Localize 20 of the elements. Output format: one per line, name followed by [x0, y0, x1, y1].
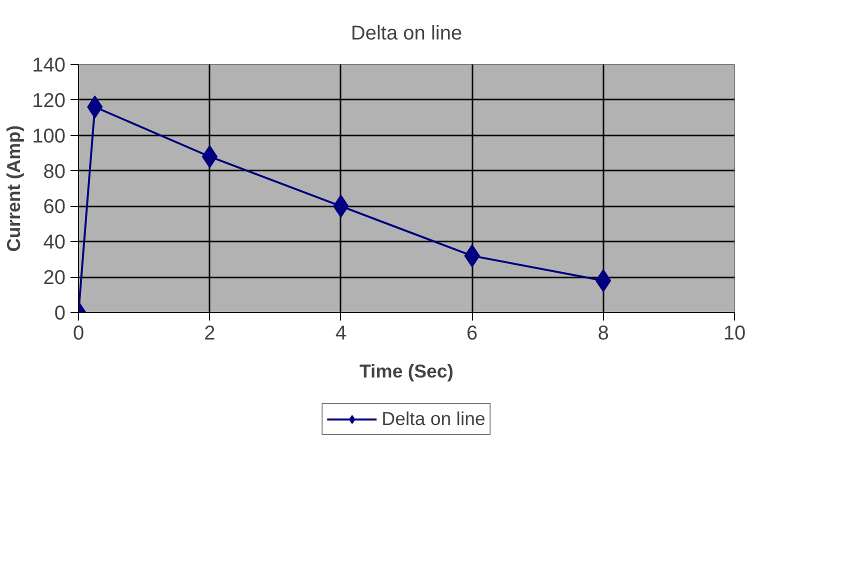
point	[202, 145, 218, 168]
x-axis-title: Time (Sec)	[359, 360, 454, 382]
y-tick-label: 40	[43, 232, 66, 254]
y-tick-label: 20	[43, 267, 66, 290]
x-tick-label: 10	[723, 322, 746, 344]
point	[595, 269, 612, 292]
x-tick-label: 8	[598, 322, 609, 344]
x-tick-label: 6	[466, 322, 478, 344]
chart-title: Delta on line	[350, 22, 462, 44]
y-tick-label: 120	[32, 90, 66, 112]
y-tick-label: 140	[32, 54, 66, 76]
x-tick-label: 0	[72, 322, 84, 344]
y-tick-label: 60	[43, 196, 66, 218]
x-tick-label: 2	[204, 322, 216, 344]
y-axis-title: Current (Amp)	[3, 125, 24, 252]
legend-label: Delta on line	[382, 408, 486, 430]
y-tick-label: 100	[32, 125, 66, 148]
y-tick-label: 0	[54, 302, 66, 324]
y-tick-label: 80	[43, 160, 66, 183]
x-tick-label: 4	[335, 322, 346, 344]
